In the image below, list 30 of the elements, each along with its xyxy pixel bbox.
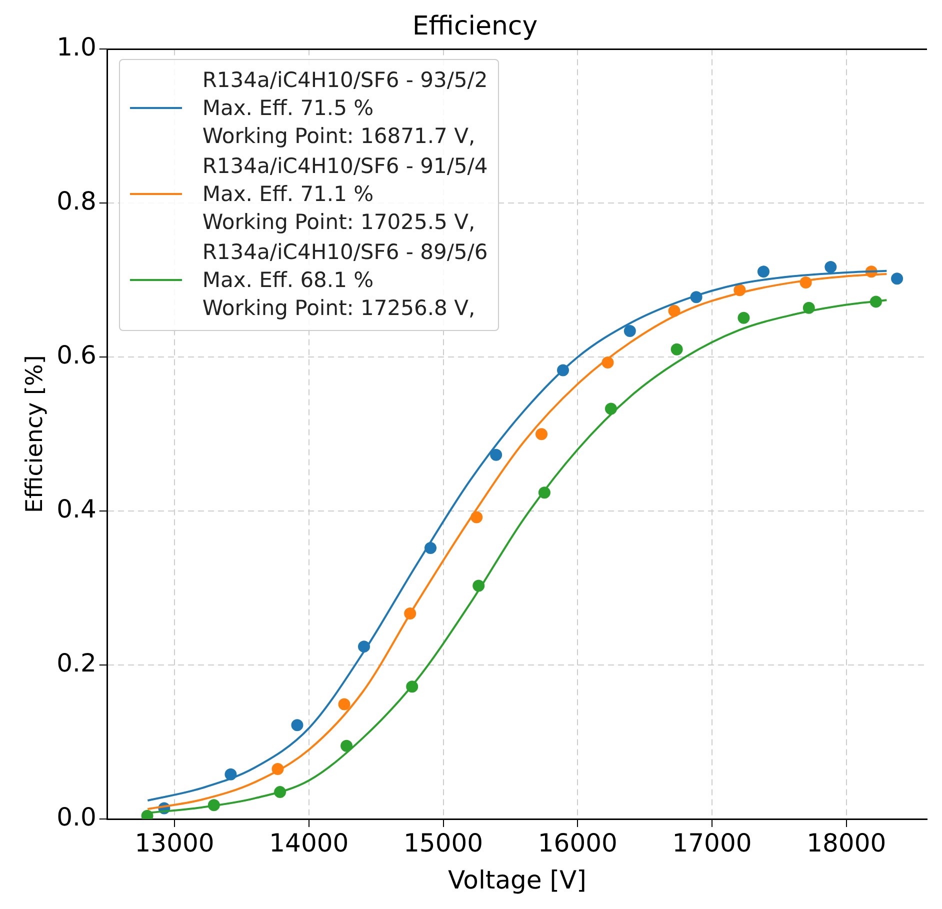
- point: [668, 304, 680, 317]
- x-tick-label: 13000: [134, 828, 214, 858]
- y-tick-label: 0.2: [56, 648, 96, 678]
- y-tick-label: 0.6: [56, 340, 96, 370]
- legend-label: R134a/iC4H10/SF6 - 91/5/4 Max. Eff. 71.1 % Working Point: 17025.5 V,: [202, 153, 488, 236]
- y-axis-title: Efficiency [%]: [22, 355, 48, 514]
- point: [536, 428, 548, 440]
- x-tick-label: 15000: [404, 828, 484, 858]
- legend-label: R134a/iC4H10/SF6 - 93/5/2 Max. Eff. 71.5 % Working Point: 16871.7 V,: [202, 67, 488, 150]
- point: [757, 266, 770, 278]
- point: [490, 448, 502, 461]
- x-tick-label: 16000: [538, 828, 618, 858]
- y-tick-label: 0.8: [56, 186, 96, 216]
- x-tick-label: 18000: [806, 828, 886, 858]
- x-tick-label: 14000: [269, 828, 349, 858]
- point: [291, 719, 304, 732]
- chart-title: Efficiency: [412, 11, 538, 42]
- point: [824, 261, 837, 274]
- point: [624, 324, 636, 337]
- x-axis-title: Voltage [V]: [448, 866, 586, 894]
- legend-label: R134a/iC4H10/SF6 - 89/5/6 Max. Eff. 68.1 % Working Point: 17256.8 V,: [202, 239, 488, 322]
- point: [340, 740, 353, 752]
- y-tick-label: 0.4: [56, 494, 96, 524]
- y-tick-label: 0.0: [56, 802, 96, 832]
- point: [738, 312, 750, 324]
- x-tick-label: 17000: [672, 828, 752, 858]
- point: [670, 343, 683, 356]
- point: [891, 272, 904, 285]
- y-tick-label: 1.0: [56, 32, 96, 62]
- point: [338, 698, 350, 710]
